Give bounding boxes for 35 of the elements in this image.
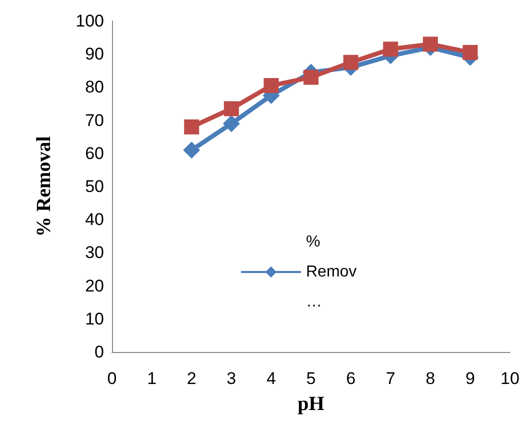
x-tick-label: 3 <box>226 369 236 388</box>
x-tick-label: 10 <box>500 369 520 388</box>
point <box>222 115 240 132</box>
x-tick-label: 0 <box>107 369 117 388</box>
y-tick-label: 40 <box>85 210 104 230</box>
point <box>383 42 398 57</box>
y-tick-label: 10 <box>85 309 104 328</box>
point <box>264 78 279 94</box>
y-tick-label: 50 <box>85 177 104 196</box>
y-tick-label: 30 <box>85 243 104 262</box>
point <box>343 54 358 70</box>
point <box>462 44 478 60</box>
y-tick-label: 60 <box>85 144 104 163</box>
y-tick-label: 20 <box>85 276 104 296</box>
point <box>224 101 239 116</box>
y-tick-label: 0 <box>94 342 104 362</box>
legend-label: % Remov… <box>306 234 357 310</box>
point <box>304 70 318 85</box>
y-tick-label: 100 <box>76 12 104 30</box>
x-tick-label: 5 <box>306 369 316 388</box>
y-axis-title: % Removal <box>33 136 55 237</box>
x-tick-label: 7 <box>386 369 396 388</box>
y-tick-label: 70 <box>85 110 104 130</box>
point <box>422 36 438 52</box>
y-tick-label: 80 <box>85 78 104 97</box>
x-tick-label: 4 <box>266 369 276 388</box>
x-tick-label: 9 <box>465 369 475 388</box>
x-tick-label: 6 <box>346 369 356 388</box>
x-tick-label: 8 <box>426 369 436 388</box>
x-axis-title: pH <box>298 393 325 415</box>
x-tick-label: 2 <box>186 369 196 388</box>
point <box>183 142 200 159</box>
x-tick-label: 1 <box>147 369 157 388</box>
point <box>184 119 200 134</box>
y-tick-label: 90 <box>85 44 104 64</box>
